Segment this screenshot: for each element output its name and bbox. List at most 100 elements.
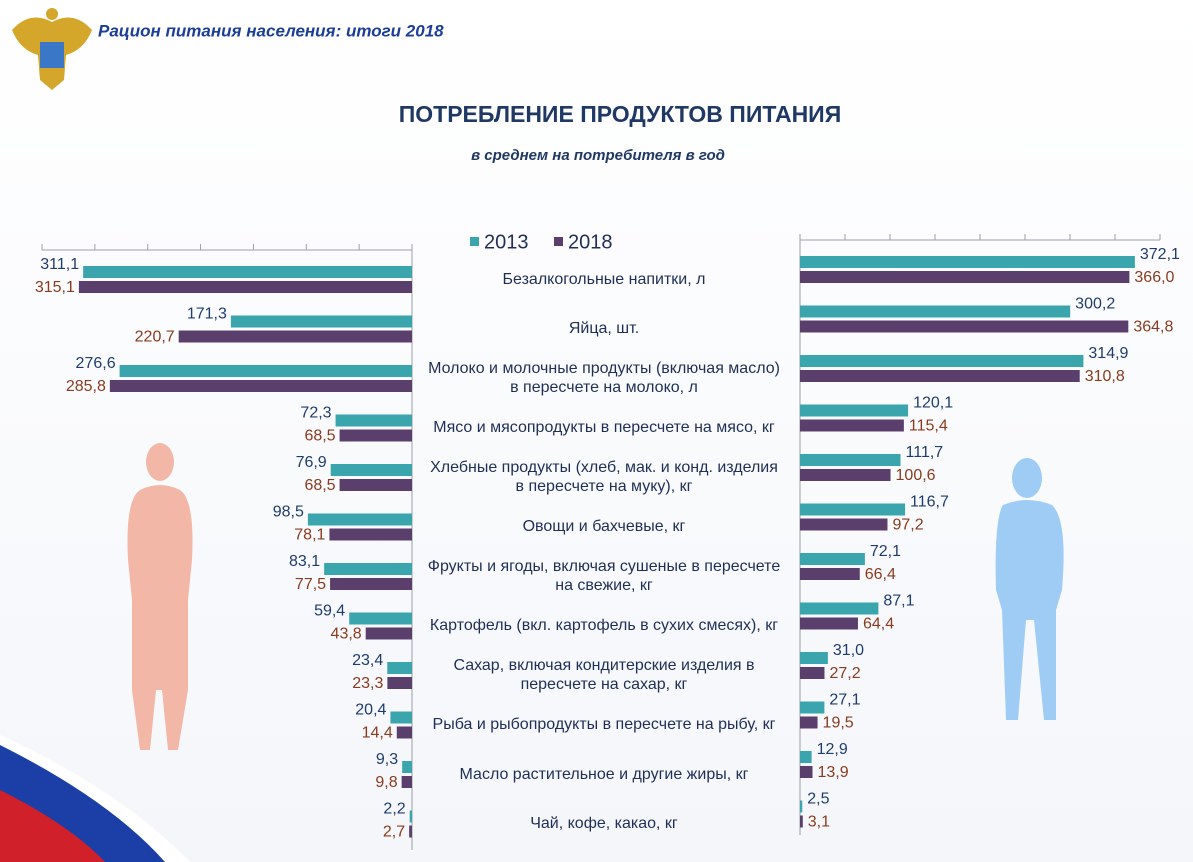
- bar: [402, 761, 412, 773]
- value-label: 97,2: [892, 517, 923, 534]
- bar: [409, 825, 412, 838]
- bar: [800, 469, 891, 481]
- legend-swatch: [470, 237, 479, 246]
- bar: [800, 766, 813, 778]
- value-label: 12,9: [817, 741, 848, 758]
- bar: [800, 355, 1084, 367]
- value-label: 2,7: [383, 824, 405, 841]
- bar: [178, 330, 412, 343]
- category-label: Сахар, включая кондитерские изделия в пе…: [453, 657, 755, 693]
- bar: [119, 365, 412, 377]
- bar: [800, 404, 909, 417]
- bar: [800, 815, 803, 828]
- header-title: Рацион питания населения: итоги 2018: [98, 21, 444, 40]
- value-label: 314,9: [1088, 345, 1128, 362]
- bar: [800, 652, 828, 664]
- bar: [339, 429, 412, 442]
- category-label: Фрукты и ягоды, включая сушеные в пересч…: [427, 558, 781, 594]
- value-label: 27,2: [829, 665, 860, 682]
- bar: [339, 479, 412, 491]
- value-label: 20,4: [355, 702, 386, 719]
- value-label: 14,4: [362, 725, 393, 742]
- value-label: 98,5: [273, 504, 304, 521]
- value-label: 23,3: [352, 675, 383, 692]
- value-label: 59,4: [314, 603, 345, 620]
- value-label: 13,9: [818, 764, 849, 781]
- bar: [307, 513, 412, 526]
- bar: [800, 320, 1129, 333]
- bar: [390, 711, 412, 724]
- bar: [800, 256, 1135, 268]
- value-label: 372,1: [1140, 246, 1180, 263]
- legend-label: 2013: [484, 231, 529, 253]
- man-figure: [995, 458, 1064, 720]
- bar: [396, 726, 412, 739]
- category-label: Чай, кофе, какао, кг: [530, 815, 678, 832]
- value-label: 366,0: [1134, 269, 1174, 286]
- legend-label: 2018: [568, 231, 613, 253]
- value-label: 9,3: [376, 751, 398, 768]
- bar: [109, 380, 413, 392]
- value-label: 276,6: [76, 355, 116, 372]
- category-label: Безалкогольные напитки, л: [502, 270, 706, 288]
- category-label: Рыба и рыбопродукты в пересчете на рыбу,…: [432, 716, 776, 733]
- bar: [349, 612, 412, 625]
- flag-red: [0, 790, 105, 862]
- bar: [401, 776, 412, 788]
- bar: [83, 266, 412, 278]
- bar: [800, 454, 901, 466]
- value-label: 68,5: [304, 428, 335, 445]
- value-label: 77,5: [295, 576, 326, 593]
- bar: [800, 553, 865, 565]
- value-label: 220,7: [135, 329, 175, 346]
- value-label: 111,7: [906, 444, 944, 461]
- value-label: 2,2: [383, 801, 405, 818]
- bar: [330, 578, 412, 590]
- value-label: 72,1: [870, 543, 901, 560]
- bar: [324, 563, 412, 575]
- value-label: 83,1: [289, 553, 320, 570]
- value-label: 9,8: [375, 774, 397, 791]
- chart-subtitle: в среднем на потребителя в год: [471, 147, 725, 164]
- bar: [800, 667, 825, 679]
- value-label: 72,3: [300, 405, 331, 422]
- bar: [409, 810, 412, 823]
- category-label: Овощи и бахчевые, кг: [522, 518, 686, 535]
- value-label: 78,1: [294, 527, 325, 544]
- bar: [800, 370, 1080, 382]
- value-label: 43,8: [331, 626, 362, 643]
- value-label: 66,4: [865, 566, 896, 583]
- category-label: Масло растительное и другие жиры, кг: [459, 765, 749, 783]
- bar: [800, 271, 1130, 283]
- value-label: 27,1: [829, 692, 860, 709]
- value-label: 3,1: [808, 814, 830, 831]
- bar: [800, 751, 812, 763]
- value-label: 364,8: [1133, 319, 1173, 336]
- bar: [800, 617, 858, 630]
- bar: [800, 701, 825, 714]
- value-label: 285,8: [66, 378, 106, 395]
- bar: [387, 662, 412, 674]
- value-label: 19,5: [823, 715, 854, 732]
- bar: [230, 315, 412, 328]
- bar: [800, 305, 1071, 318]
- bar: [800, 800, 803, 813]
- category-label: Мясо и мясопродукты в пересчете на мясо,…: [433, 419, 775, 436]
- bar: [800, 419, 904, 432]
- bar: [330, 464, 412, 476]
- value-label: 64,4: [863, 616, 894, 633]
- value-label: 171,3: [187, 306, 227, 323]
- bar: [800, 602, 879, 615]
- emblem: [12, 8, 92, 90]
- value-label: 87,1: [883, 593, 914, 610]
- value-label: 68,5: [304, 477, 335, 494]
- value-label: 31,0: [833, 642, 864, 659]
- value-label: 116,7: [910, 494, 949, 511]
- value-label: 23,4: [352, 652, 383, 669]
- value-label: 76,9: [296, 454, 327, 471]
- bar: [800, 503, 906, 516]
- bar: [800, 518, 888, 531]
- category-label: Картофель (вкл. картофель в сухих смесях…: [429, 617, 779, 634]
